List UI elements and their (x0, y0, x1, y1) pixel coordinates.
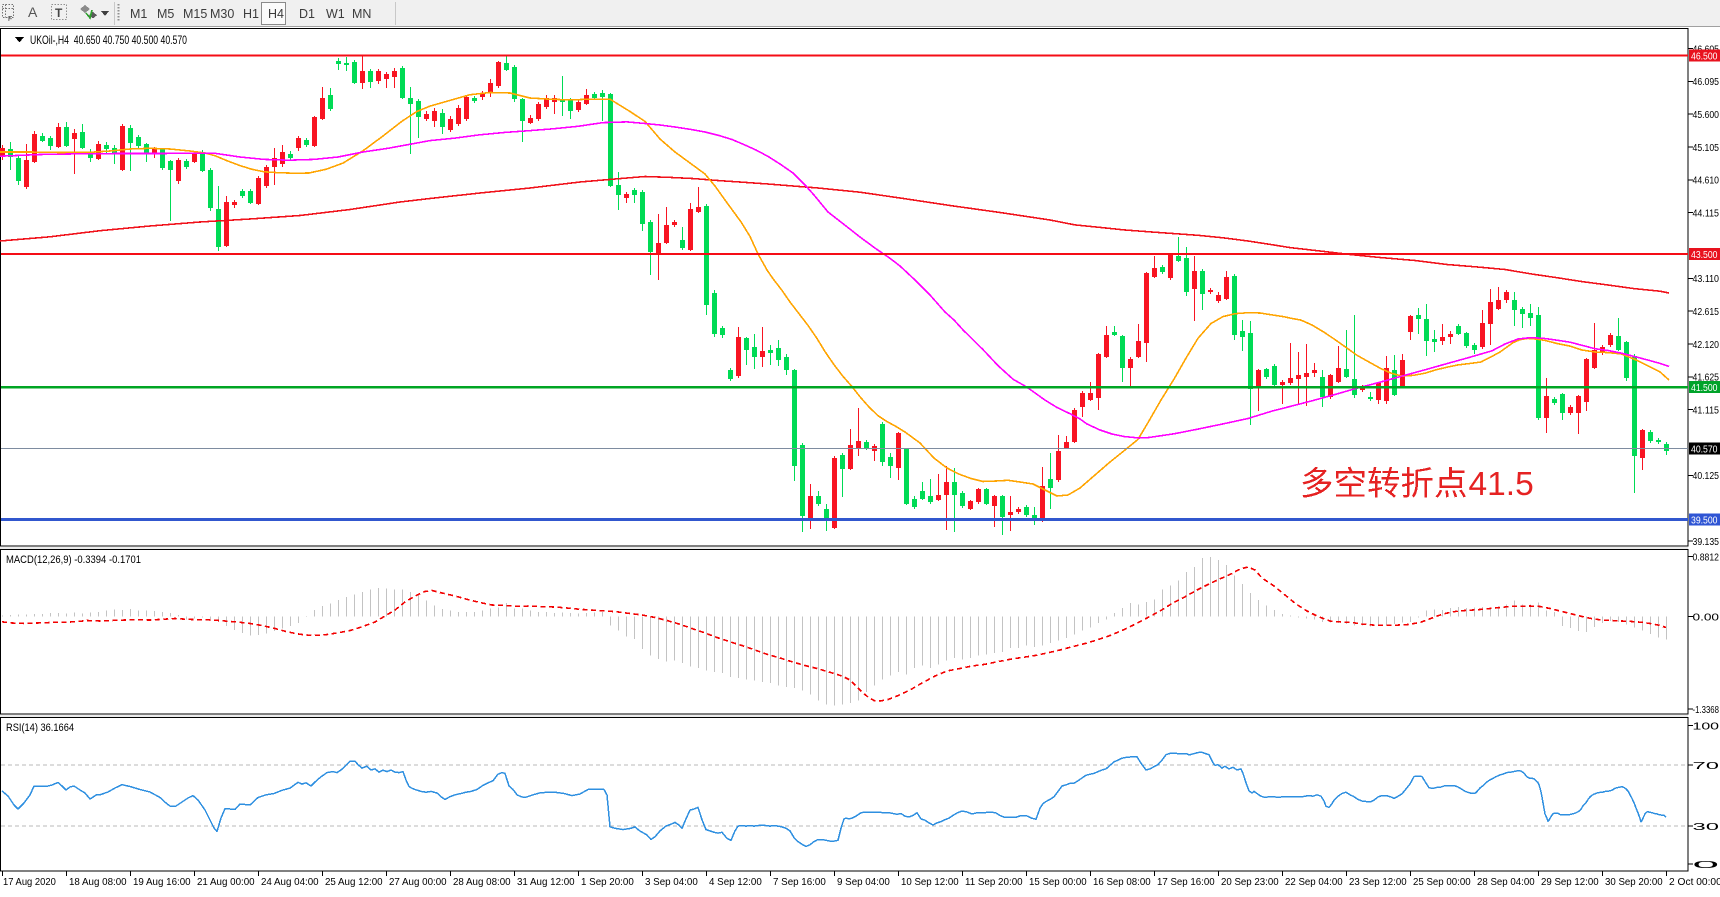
svg-text:43.500: 43.500 (1691, 249, 1718, 261)
svg-text:11 Sep 20:00: 11 Sep 20:00 (965, 876, 1023, 888)
svg-text:40.125: 40.125 (1693, 470, 1720, 482)
svg-text:41.625: 41.625 (1693, 372, 1720, 384)
svg-text:15 Sep 00:00: 15 Sep 00:00 (1029, 876, 1087, 888)
svg-text:100: 100 (1693, 720, 1720, 732)
svg-text:42.615: 42.615 (1693, 306, 1720, 318)
svg-text:1 Sep 20:00: 1 Sep 20:00 (581, 876, 634, 888)
svg-text:RSI(14) 36.1664: RSI(14) 36.1664 (6, 722, 74, 734)
svg-text:41.115: 41.115 (1693, 405, 1720, 417)
svg-text:M15: M15 (183, 7, 207, 21)
svg-text:44.115: 44.115 (1693, 208, 1720, 220)
svg-text:41.5: 41.5 (1469, 466, 1534, 503)
svg-text:19 Aug 16:00: 19 Aug 16:00 (133, 876, 191, 888)
svg-text:M30: M30 (210, 7, 234, 21)
svg-text:UKOil-,H4 40.650 40.750 40.50: UKOil-,H4 40.650 40.750 40.500 40.570 (30, 33, 187, 47)
svg-text:46.095: 46.095 (1693, 76, 1720, 88)
svg-text:29 Sep 12:00: 29 Sep 12:00 (1541, 876, 1599, 888)
svg-text:40.570: 40.570 (1691, 444, 1718, 456)
svg-text:24 Aug 04:00: 24 Aug 04:00 (261, 876, 319, 888)
svg-text:17 Sep 16:00: 17 Sep 16:00 (1157, 876, 1215, 888)
svg-text:25 Sep 00:00: 25 Sep 00:00 (1413, 876, 1471, 888)
svg-text:39.135: 39.135 (1693, 536, 1720, 548)
svg-text:39.500: 39.500 (1691, 514, 1718, 526)
svg-text:44.610: 44.610 (1693, 175, 1720, 187)
svg-text:T: T (55, 6, 63, 20)
svg-text:3 Sep 04:00: 3 Sep 04:00 (645, 876, 698, 888)
svg-text:A: A (28, 4, 38, 20)
svg-text:21 Aug 00:00: 21 Aug 00:00 (197, 876, 255, 888)
svg-text:7 Sep 16:00: 7 Sep 16:00 (773, 876, 826, 888)
svg-text:4 Sep 12:00: 4 Sep 12:00 (709, 876, 762, 888)
svg-text:70: 70 (1693, 760, 1720, 772)
svg-text:45.105: 45.105 (1693, 142, 1720, 154)
svg-text:27 Aug 00:00: 27 Aug 00:00 (389, 876, 447, 888)
svg-text:2 Oct 00:00: 2 Oct 00:00 (1669, 876, 1720, 888)
svg-text:45.600: 45.600 (1693, 109, 1720, 121)
svg-text:28 Aug 08:00: 28 Aug 08:00 (453, 876, 511, 888)
svg-text:H1: H1 (243, 7, 259, 21)
svg-text:0: 0 (1693, 859, 1720, 871)
svg-text:10 Sep 12:00: 10 Sep 12:00 (901, 876, 959, 888)
svg-text:42.120: 42.120 (1693, 339, 1720, 351)
svg-text:18 Aug 08:00: 18 Aug 08:00 (69, 876, 127, 888)
svg-text:MN: MN (352, 7, 371, 21)
svg-text:-1.3368: -1.3368 (1693, 704, 1720, 716)
svg-text:0.00: 0.00 (1693, 611, 1720, 623)
svg-text:17 Aug 2020: 17 Aug 2020 (3, 876, 56, 888)
svg-text:31 Aug 12:00: 31 Aug 12:00 (517, 876, 575, 888)
svg-text:43.110: 43.110 (1693, 273, 1720, 285)
svg-text:H4: H4 (268, 7, 284, 21)
svg-text:46.500: 46.500 (1691, 50, 1718, 62)
svg-text:W1: W1 (326, 7, 345, 21)
svg-text:41.500: 41.500 (1691, 382, 1718, 394)
svg-text:30 Sep 20:00: 30 Sep 20:00 (1605, 876, 1663, 888)
svg-text:0.8812: 0.8812 (1693, 551, 1720, 563)
svg-text:16 Sep 08:00: 16 Sep 08:00 (1093, 876, 1151, 888)
svg-text:22 Sep 04:00: 22 Sep 04:00 (1285, 876, 1343, 888)
svg-text:MACD(12,26,9) -0.3394 -0.1701: MACD(12,26,9) -0.3394 -0.1701 (6, 554, 141, 566)
svg-text:M1: M1 (130, 7, 147, 21)
svg-text:20 Sep 23:00: 20 Sep 23:00 (1221, 876, 1279, 888)
svg-text:D1: D1 (299, 7, 315, 21)
svg-text:23 Sep 12:00: 23 Sep 12:00 (1349, 876, 1407, 888)
svg-text:28 Sep 04:00: 28 Sep 04:00 (1477, 876, 1535, 888)
svg-text:F: F (8, 16, 12, 23)
svg-text:M5: M5 (157, 7, 174, 21)
svg-text:9 Sep 04:00: 9 Sep 04:00 (837, 876, 890, 888)
svg-text:25 Aug 12:00: 25 Aug 12:00 (325, 876, 383, 888)
svg-text:30: 30 (1693, 821, 1720, 833)
